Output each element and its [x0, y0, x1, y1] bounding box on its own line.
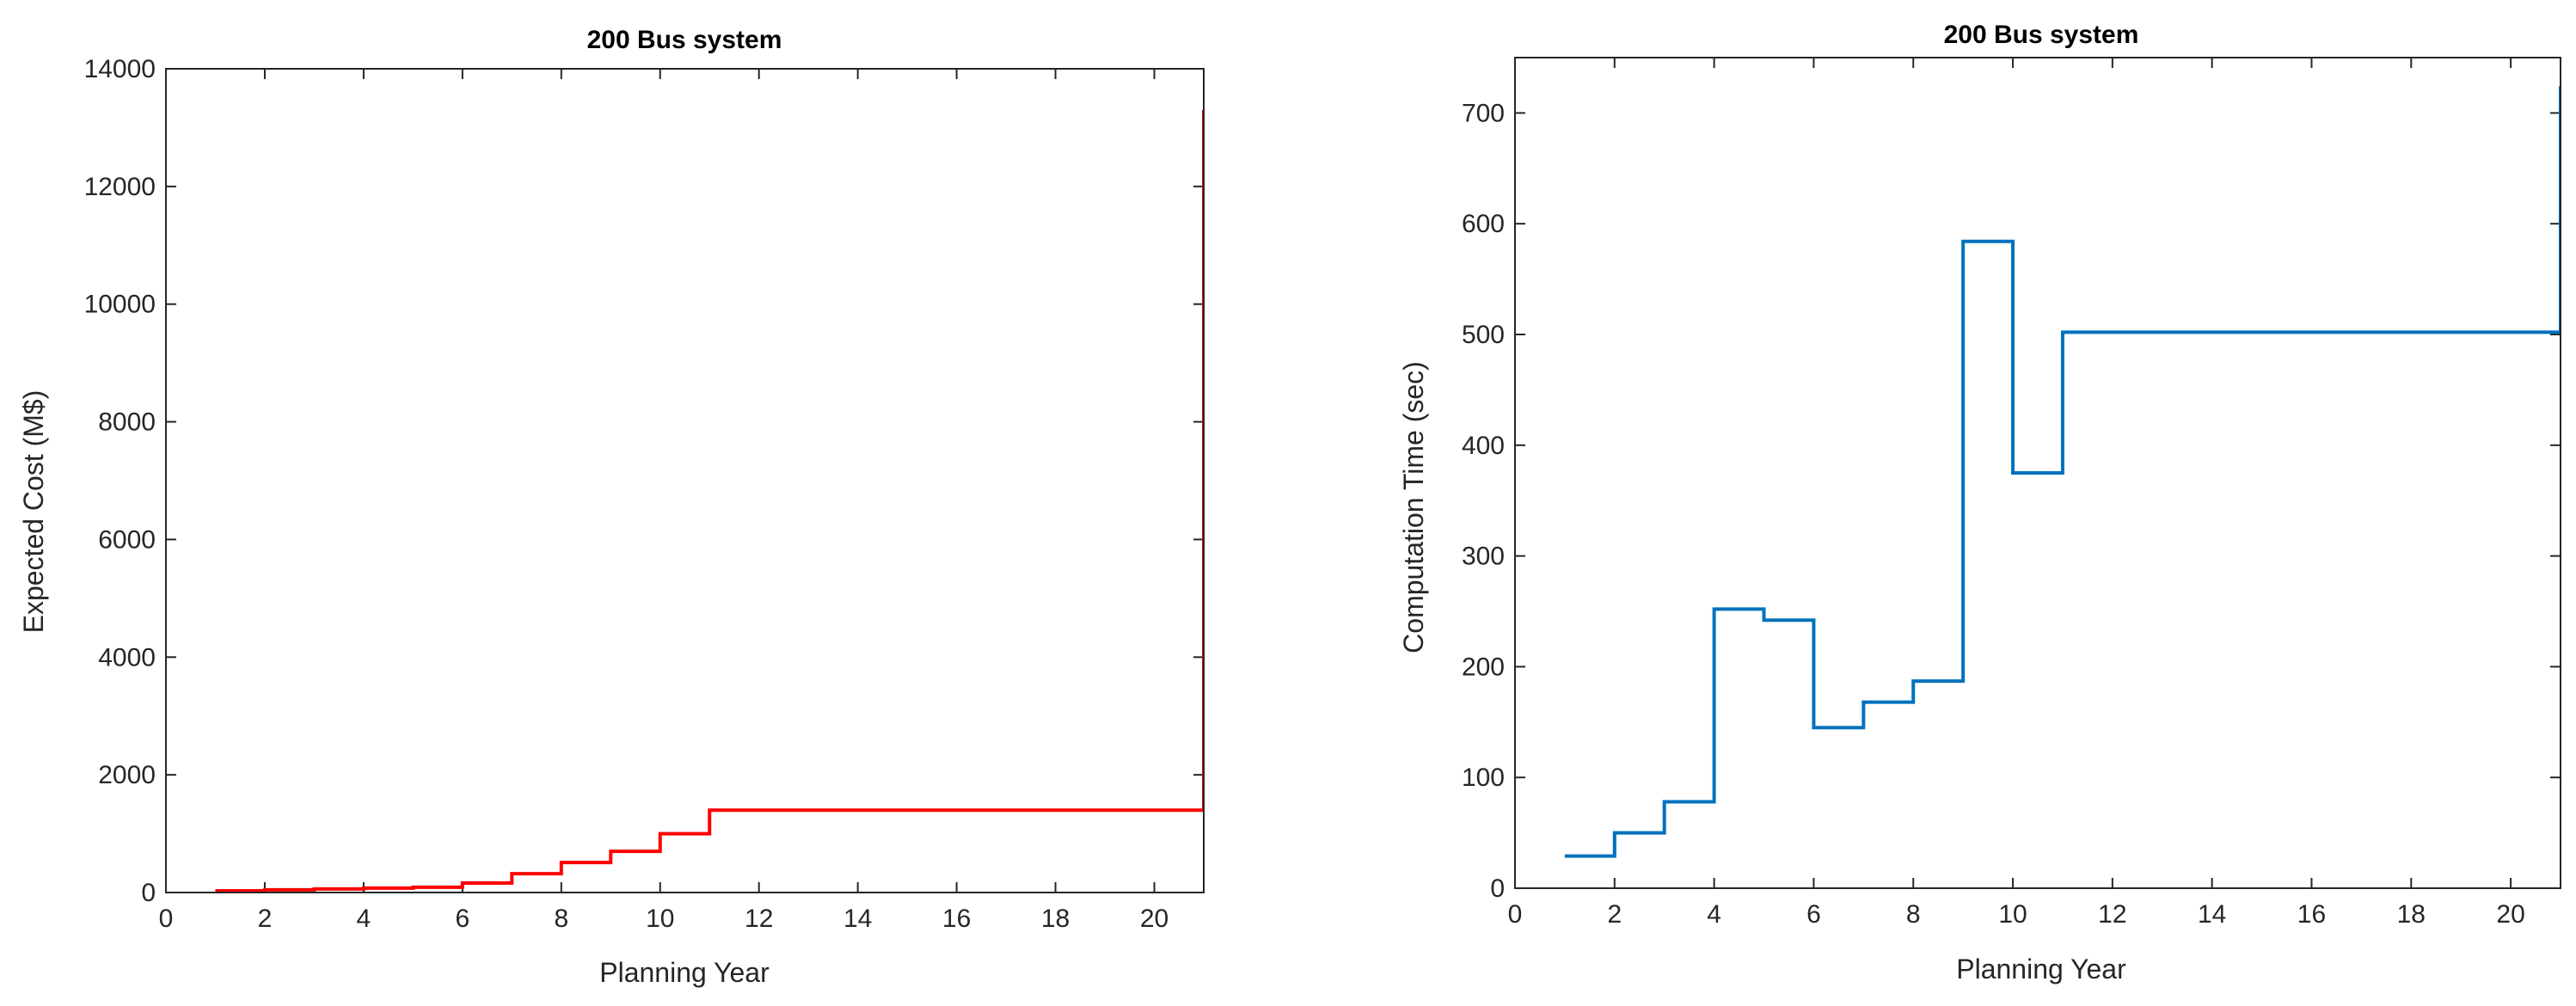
- series-line: [1564, 86, 2561, 858]
- y-tick-label: 8000: [98, 408, 156, 437]
- x-tick-label: 14: [2198, 900, 2226, 929]
- chart-title: 200 Bus system: [1944, 21, 2139, 49]
- y-tick-label: 100: [1462, 764, 1505, 792]
- x-tick-label: 10: [1998, 900, 2027, 929]
- y-axis-label: Computation Time (sec): [1398, 361, 1429, 653]
- x-axis-label: Planning Year: [1956, 954, 2126, 985]
- x-tick-label: 12: [745, 905, 773, 933]
- y-tick-label: 200: [1462, 653, 1505, 681]
- y-tick-label: 700: [1462, 99, 1505, 127]
- y-tick-label: 4000: [98, 643, 156, 672]
- series-line: [215, 109, 1204, 893]
- chart-title: 200 Bus system: [587, 26, 782, 54]
- x-tick-label: 6: [1806, 900, 1821, 929]
- x-tick-label: 10: [646, 905, 674, 933]
- y-tick-label: 500: [1462, 321, 1505, 349]
- series-layer: [215, 109, 1204, 893]
- y-tick-label: 600: [1462, 210, 1505, 238]
- x-tick-label: 12: [2098, 900, 2126, 929]
- y-tick-label: 14000: [84, 55, 156, 83]
- plot-frame: [1514, 57, 2561, 889]
- x-tick-label: 0: [159, 905, 174, 933]
- x-tick-label: 6: [456, 905, 470, 933]
- x-tick-label: 16: [942, 905, 971, 933]
- series-layer: [1564, 86, 2561, 858]
- x-tick-label: 20: [1140, 905, 1168, 933]
- x-tick-label: 8: [1906, 900, 1921, 929]
- x-tick-label: 4: [1707, 900, 1721, 929]
- x-tick-label: 18: [2397, 900, 2426, 929]
- y-tick-label: 0: [1490, 874, 1505, 903]
- x-tick-label: 4: [357, 905, 371, 933]
- x-tick-label: 2: [1607, 900, 1622, 929]
- tick-layer: 0 2 4 6 8 10 12 14 16 18 20 0 2000 4000 6000 8000 10000 1…: [84, 55, 1204, 933]
- y-tick-label: 6000: [98, 525, 156, 554]
- x-axis-label: Planning Year: [599, 957, 770, 988]
- x-tick-label: 8: [554, 905, 568, 933]
- x-tick-label: 14: [843, 905, 872, 933]
- y-tick-label: 12000: [84, 173, 156, 201]
- expected-cost-chart: 200 Bus system Planning Year Expected Co…: [18, 26, 1205, 988]
- x-tick-label: 0: [1508, 900, 1523, 929]
- x-tick-label: 2: [258, 905, 273, 933]
- y-tick-label: 400: [1462, 432, 1505, 460]
- y-tick-label: 2000: [98, 761, 156, 789]
- plot-frame: [165, 68, 1205, 893]
- x-tick-label: 16: [2297, 900, 2326, 929]
- y-tick-label: 300: [1462, 543, 1505, 571]
- x-tick-label: 20: [2496, 900, 2524, 929]
- computation-time-chart: 200 Bus system Planning Year Computation…: [1398, 21, 2561, 985]
- y-tick-label: 0: [141, 879, 156, 907]
- y-axis-label: Expected Cost (M$): [18, 390, 49, 634]
- x-tick-label: 18: [1041, 905, 1070, 933]
- y-tick-label: 10000: [84, 291, 156, 319]
